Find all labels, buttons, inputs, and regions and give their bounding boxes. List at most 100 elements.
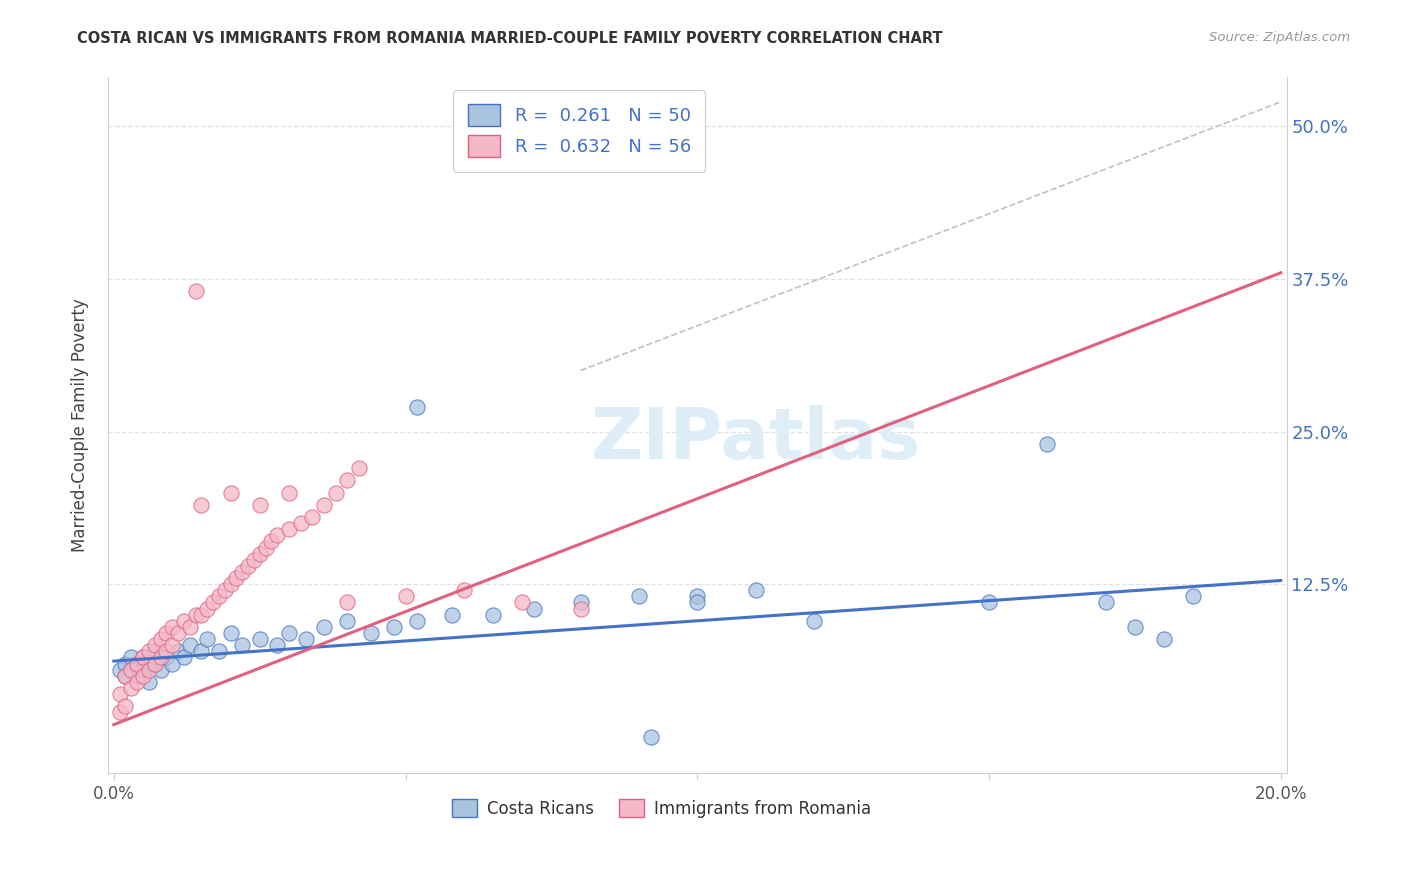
Point [143, 657, 166, 671]
Point [138, 663, 160, 677]
Point [640, 730, 662, 744]
Point [132, 650, 155, 665]
Point [127, 657, 149, 671]
Point [173, 650, 195, 665]
Point [347, 461, 370, 475]
Point [499, 125, 522, 139]
Point [143, 644, 166, 658]
Point [138, 659, 160, 673]
Point [219, 577, 242, 591]
Point [277, 522, 299, 536]
Point [249, 498, 271, 512]
Point [406, 614, 429, 628]
Point [108, 687, 131, 701]
Point [325, 485, 347, 500]
Text: Source: ZipAtlas.com: Source: ZipAtlas.com [1209, 31, 1350, 45]
Point [155, 650, 177, 665]
Point [114, 699, 136, 714]
Point [803, 614, 825, 628]
Point [114, 669, 136, 683]
Point [249, 547, 271, 561]
Point [231, 565, 253, 579]
Point [277, 626, 299, 640]
Point [120, 663, 142, 677]
Point [155, 644, 177, 658]
Point [243, 553, 266, 567]
Point [290, 516, 312, 530]
Point [120, 650, 142, 665]
Point [336, 595, 359, 609]
Point [114, 657, 136, 671]
Point [266, 528, 288, 542]
Point [160, 657, 183, 671]
Point [195, 601, 218, 615]
Point [394, 590, 416, 604]
Point [686, 590, 709, 604]
Point [160, 638, 183, 652]
Point [214, 583, 236, 598]
Point [1094, 595, 1116, 609]
Point [132, 669, 155, 683]
Point [1182, 590, 1205, 604]
Point [744, 583, 766, 598]
Text: ZIPatlas: ZIPatlas [591, 405, 921, 474]
Point [1153, 632, 1175, 646]
Point [179, 638, 201, 652]
Point [977, 595, 1000, 609]
Point [138, 644, 160, 658]
Point [114, 669, 136, 683]
Point [219, 626, 242, 640]
Point [236, 558, 259, 573]
Point [360, 626, 382, 640]
Point [523, 601, 546, 615]
Point [336, 614, 359, 628]
Point [406, 400, 429, 414]
Point [219, 485, 242, 500]
Point [127, 674, 149, 689]
Point [127, 669, 149, 683]
Point [184, 284, 207, 298]
Point [190, 498, 212, 512]
Text: COSTA RICAN VS IMMIGRANTS FROM ROMANIA MARRIED-COUPLE FAMILY POVERTY CORRELATION: COSTA RICAN VS IMMIGRANTS FROM ROMANIA M… [77, 31, 943, 46]
Point [208, 644, 231, 658]
Point [160, 620, 183, 634]
Point [120, 681, 142, 695]
Point [453, 583, 475, 598]
Point [441, 607, 464, 622]
Point [149, 663, 172, 677]
Point [190, 607, 212, 622]
Point [184, 607, 207, 622]
Point [195, 632, 218, 646]
Point [208, 590, 231, 604]
Point [138, 674, 160, 689]
Point [132, 663, 155, 677]
Point [190, 644, 212, 658]
Point [382, 620, 405, 634]
Point [301, 510, 323, 524]
Point [1123, 620, 1146, 634]
Y-axis label: Married-Couple Family Poverty: Married-Couple Family Poverty [72, 299, 89, 552]
Point [202, 595, 225, 609]
Point [260, 534, 283, 549]
Point [127, 657, 149, 671]
Point [569, 601, 592, 615]
Point [510, 595, 533, 609]
Point [686, 595, 709, 609]
Point [149, 650, 172, 665]
Point [1036, 436, 1059, 450]
Point [295, 632, 318, 646]
Point [167, 626, 190, 640]
Point [312, 620, 335, 634]
Point [143, 657, 166, 671]
Point [179, 620, 201, 634]
Point [277, 485, 299, 500]
Point [312, 498, 335, 512]
Point [231, 638, 253, 652]
Point [108, 663, 131, 677]
Point [132, 650, 155, 665]
Legend: Costa Ricans, Immigrants from Romania: Costa Ricans, Immigrants from Romania [446, 793, 879, 824]
Point [482, 607, 505, 622]
Point [143, 638, 166, 652]
Point [249, 632, 271, 646]
Point [167, 644, 190, 658]
